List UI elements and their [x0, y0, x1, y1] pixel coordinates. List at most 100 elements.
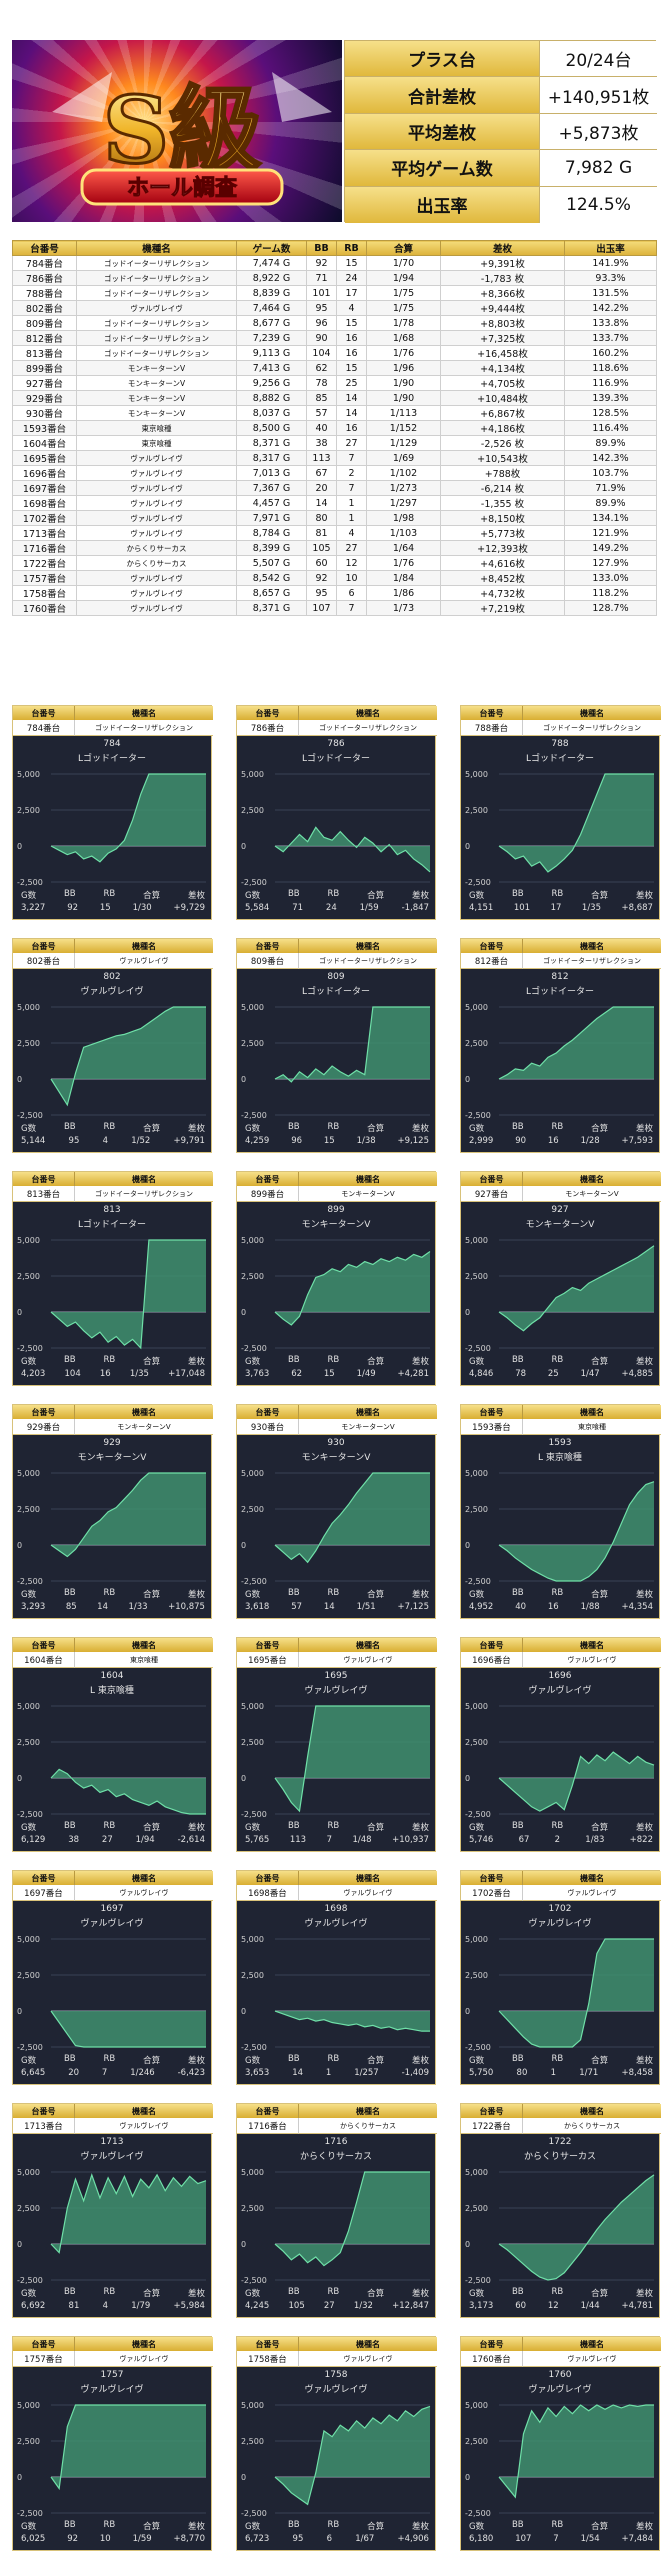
- table-cell: 8,037 G: [236, 405, 307, 421]
- table-cell: 8,542 G: [236, 570, 307, 586]
- slump-graph: 5,000 2,500 0 -2,500: [17, 1236, 206, 1353]
- table-cell: ゴッドイーターリザレクション: [76, 270, 237, 286]
- table-cell: 93.3%: [564, 270, 657, 286]
- stat-value: 4: [102, 1136, 108, 1146]
- table-cell: +16,458枚: [440, 345, 565, 361]
- table-cell: 107: [306, 600, 337, 616]
- summary-value: 7,982 G: [540, 150, 657, 186]
- stat-label: RB: [103, 2520, 116, 2530]
- card-num-value: 1697番台: [13, 1885, 75, 1901]
- y-tick-label: 5,000: [241, 1003, 264, 1012]
- card-title-name: Lゴッドイーター: [525, 754, 594, 764]
- y-tick-label: 5,000: [241, 1702, 264, 1711]
- series-area: [499, 2174, 654, 2280]
- stat-value: 6,692: [21, 2301, 46, 2311]
- y-tick-label: -2,500: [17, 1111, 43, 1120]
- machine-card: 台番号 機種名 1758番台 ヴァルヴレイヴ 1758 ヴァルヴレイヴ 5,000 2,500…: [236, 2336, 437, 2551]
- machine-card: 台番号 機種名 899番台 モンキーターンV 899 モンキーターンV 5,000 2,500…: [236, 1171, 437, 1386]
- stat-labels: G数 BB RB 合算 差枚: [21, 2287, 205, 2299]
- card-title-number: 1757: [100, 2370, 124, 2380]
- stat-value: 113: [289, 1835, 307, 1845]
- stat-value: 57: [291, 1602, 303, 1612]
- card-title-name: ヴァルヴレイヴ: [304, 1919, 368, 1929]
- series-line: [274, 2010, 430, 2032]
- card-title-number: 1716: [324, 2137, 348, 2147]
- stat-value: +10,875: [168, 1602, 205, 1612]
- series-line: [498, 1006, 654, 1080]
- card-name-value: ヴァルヴレイヴ: [75, 1885, 213, 1901]
- card-name-label: 機種名: [523, 2104, 661, 2118]
- table-cell: 81: [306, 525, 337, 541]
- table-cell: 1593番台: [12, 420, 77, 436]
- y-tick-label: 0: [465, 2473, 470, 2482]
- summary-label: プラス台: [345, 41, 540, 77]
- summary-row: 平均ゲーム数 7,982 G: [345, 150, 657, 187]
- stat-value: 4,203: [21, 1369, 46, 1379]
- series-line: [50, 1006, 206, 1107]
- stat-value: 7: [101, 2068, 108, 2078]
- table-cell: 8,784 G: [236, 525, 307, 541]
- machine-card: 台番号 機種名 927番台 モンキーターンV 927 モンキーターンV 5,000 2,500…: [460, 1171, 661, 1386]
- stat-value: 5,746: [469, 1835, 494, 1845]
- table-cell: 4,457 G: [236, 495, 307, 511]
- stat-label: BB: [63, 1122, 76, 1132]
- stat-label: 差枚: [187, 1124, 205, 1134]
- machine-card: 台番号 機種名 1757番台 ヴァルヴレイヴ 1757 ヴァルヴレイヴ 5,000 2,500…: [12, 2336, 213, 2551]
- stat-value: +4,781: [621, 2301, 653, 2311]
- y-tick-label: 2,500: [465, 1738, 488, 1747]
- summary-value: 20/24台: [540, 41, 657, 77]
- stat-label: 合算: [367, 2289, 385, 2299]
- series-area: [275, 1706, 430, 1812]
- stat-label: RB: [103, 2054, 116, 2064]
- table-cell: 1722番台: [12, 555, 77, 571]
- y-tick-label: 0: [465, 2007, 470, 2016]
- stat-label: G数: [21, 1590, 37, 1600]
- stat-value: 67: [518, 1835, 530, 1845]
- slump-graph: 5,000 2,500 0 -2,500: [17, 1935, 206, 2052]
- card-name-value: ヴァルヴレイヴ: [523, 2351, 661, 2367]
- machine-card: 台番号 機種名 784番台 ゴッドイーターリザレクション 784 Lゴッドイーター 5,00…: [12, 705, 213, 920]
- series-area: [51, 774, 206, 862]
- stat-label: 合算: [367, 1590, 385, 1600]
- y-tick-label: -2,500: [241, 878, 267, 887]
- y-tick-label: -2,500: [17, 1577, 43, 1586]
- y-tick-label: 2,500: [17, 1039, 40, 1048]
- table-cell: 1604番台: [12, 435, 77, 451]
- stat-label: BB: [63, 889, 76, 899]
- card-header: 台番号 機種名 1758番台 ヴァルヴレイヴ: [237, 2337, 437, 2367]
- table-cell: 8,922 G: [236, 270, 307, 286]
- card-num-value: 1604番台: [13, 1652, 75, 1668]
- table-cell: 1/98: [366, 510, 441, 526]
- y-tick-label: 2,500: [241, 1971, 264, 1980]
- stat-label: BB: [287, 1588, 300, 1598]
- table-cell: 802番台: [12, 300, 77, 316]
- card-title-number: 1713: [100, 2137, 124, 2147]
- summary-label: 平均差枚: [345, 113, 540, 150]
- stat-labels: G数 BB RB 合算 差枚: [469, 2054, 653, 2066]
- stat-value: +5,984: [173, 2301, 205, 2311]
- table-cell: 1: [336, 510, 367, 526]
- table-cell: 930番台: [12, 405, 77, 421]
- table-cell: 131.5%: [564, 285, 657, 301]
- stat-value: 38: [68, 1835, 80, 1845]
- table-cell: +10,543枚: [440, 450, 565, 466]
- series-line: [498, 2404, 654, 2499]
- y-tick-label: 0: [465, 1308, 470, 1317]
- card-header: 台番号 機種名 802番台 ヴァルヴレイヴ: [13, 939, 213, 969]
- y-tick-label: -2,500: [17, 2276, 43, 2285]
- series-area: [51, 2405, 206, 2489]
- machine-card: 台番号 機種名 813番台 ゴッドイーターリザレクション 813 Lゴッドイーター 5,00…: [12, 1171, 213, 1386]
- card-name-label: 機種名: [299, 939, 437, 953]
- table-cell: 105: [306, 540, 337, 556]
- stat-label: BB: [63, 2054, 76, 2064]
- stat-value: 4,846: [469, 1369, 494, 1379]
- table-body: 784番台 ゴッドイーターリザレクション 7,474 G 92 15 1/70 +9,391…: [12, 255, 657, 616]
- table-cell: 92: [306, 255, 337, 271]
- table-cell: 1/129: [366, 435, 441, 451]
- stat-label: 差枚: [187, 2056, 205, 2066]
- series-line: [274, 1251, 431, 1326]
- stat-label: BB: [287, 2287, 300, 2297]
- stat-label: 合算: [367, 1823, 385, 1833]
- card-num-label: 台番号: [13, 706, 75, 720]
- table-cell: 27: [336, 540, 367, 556]
